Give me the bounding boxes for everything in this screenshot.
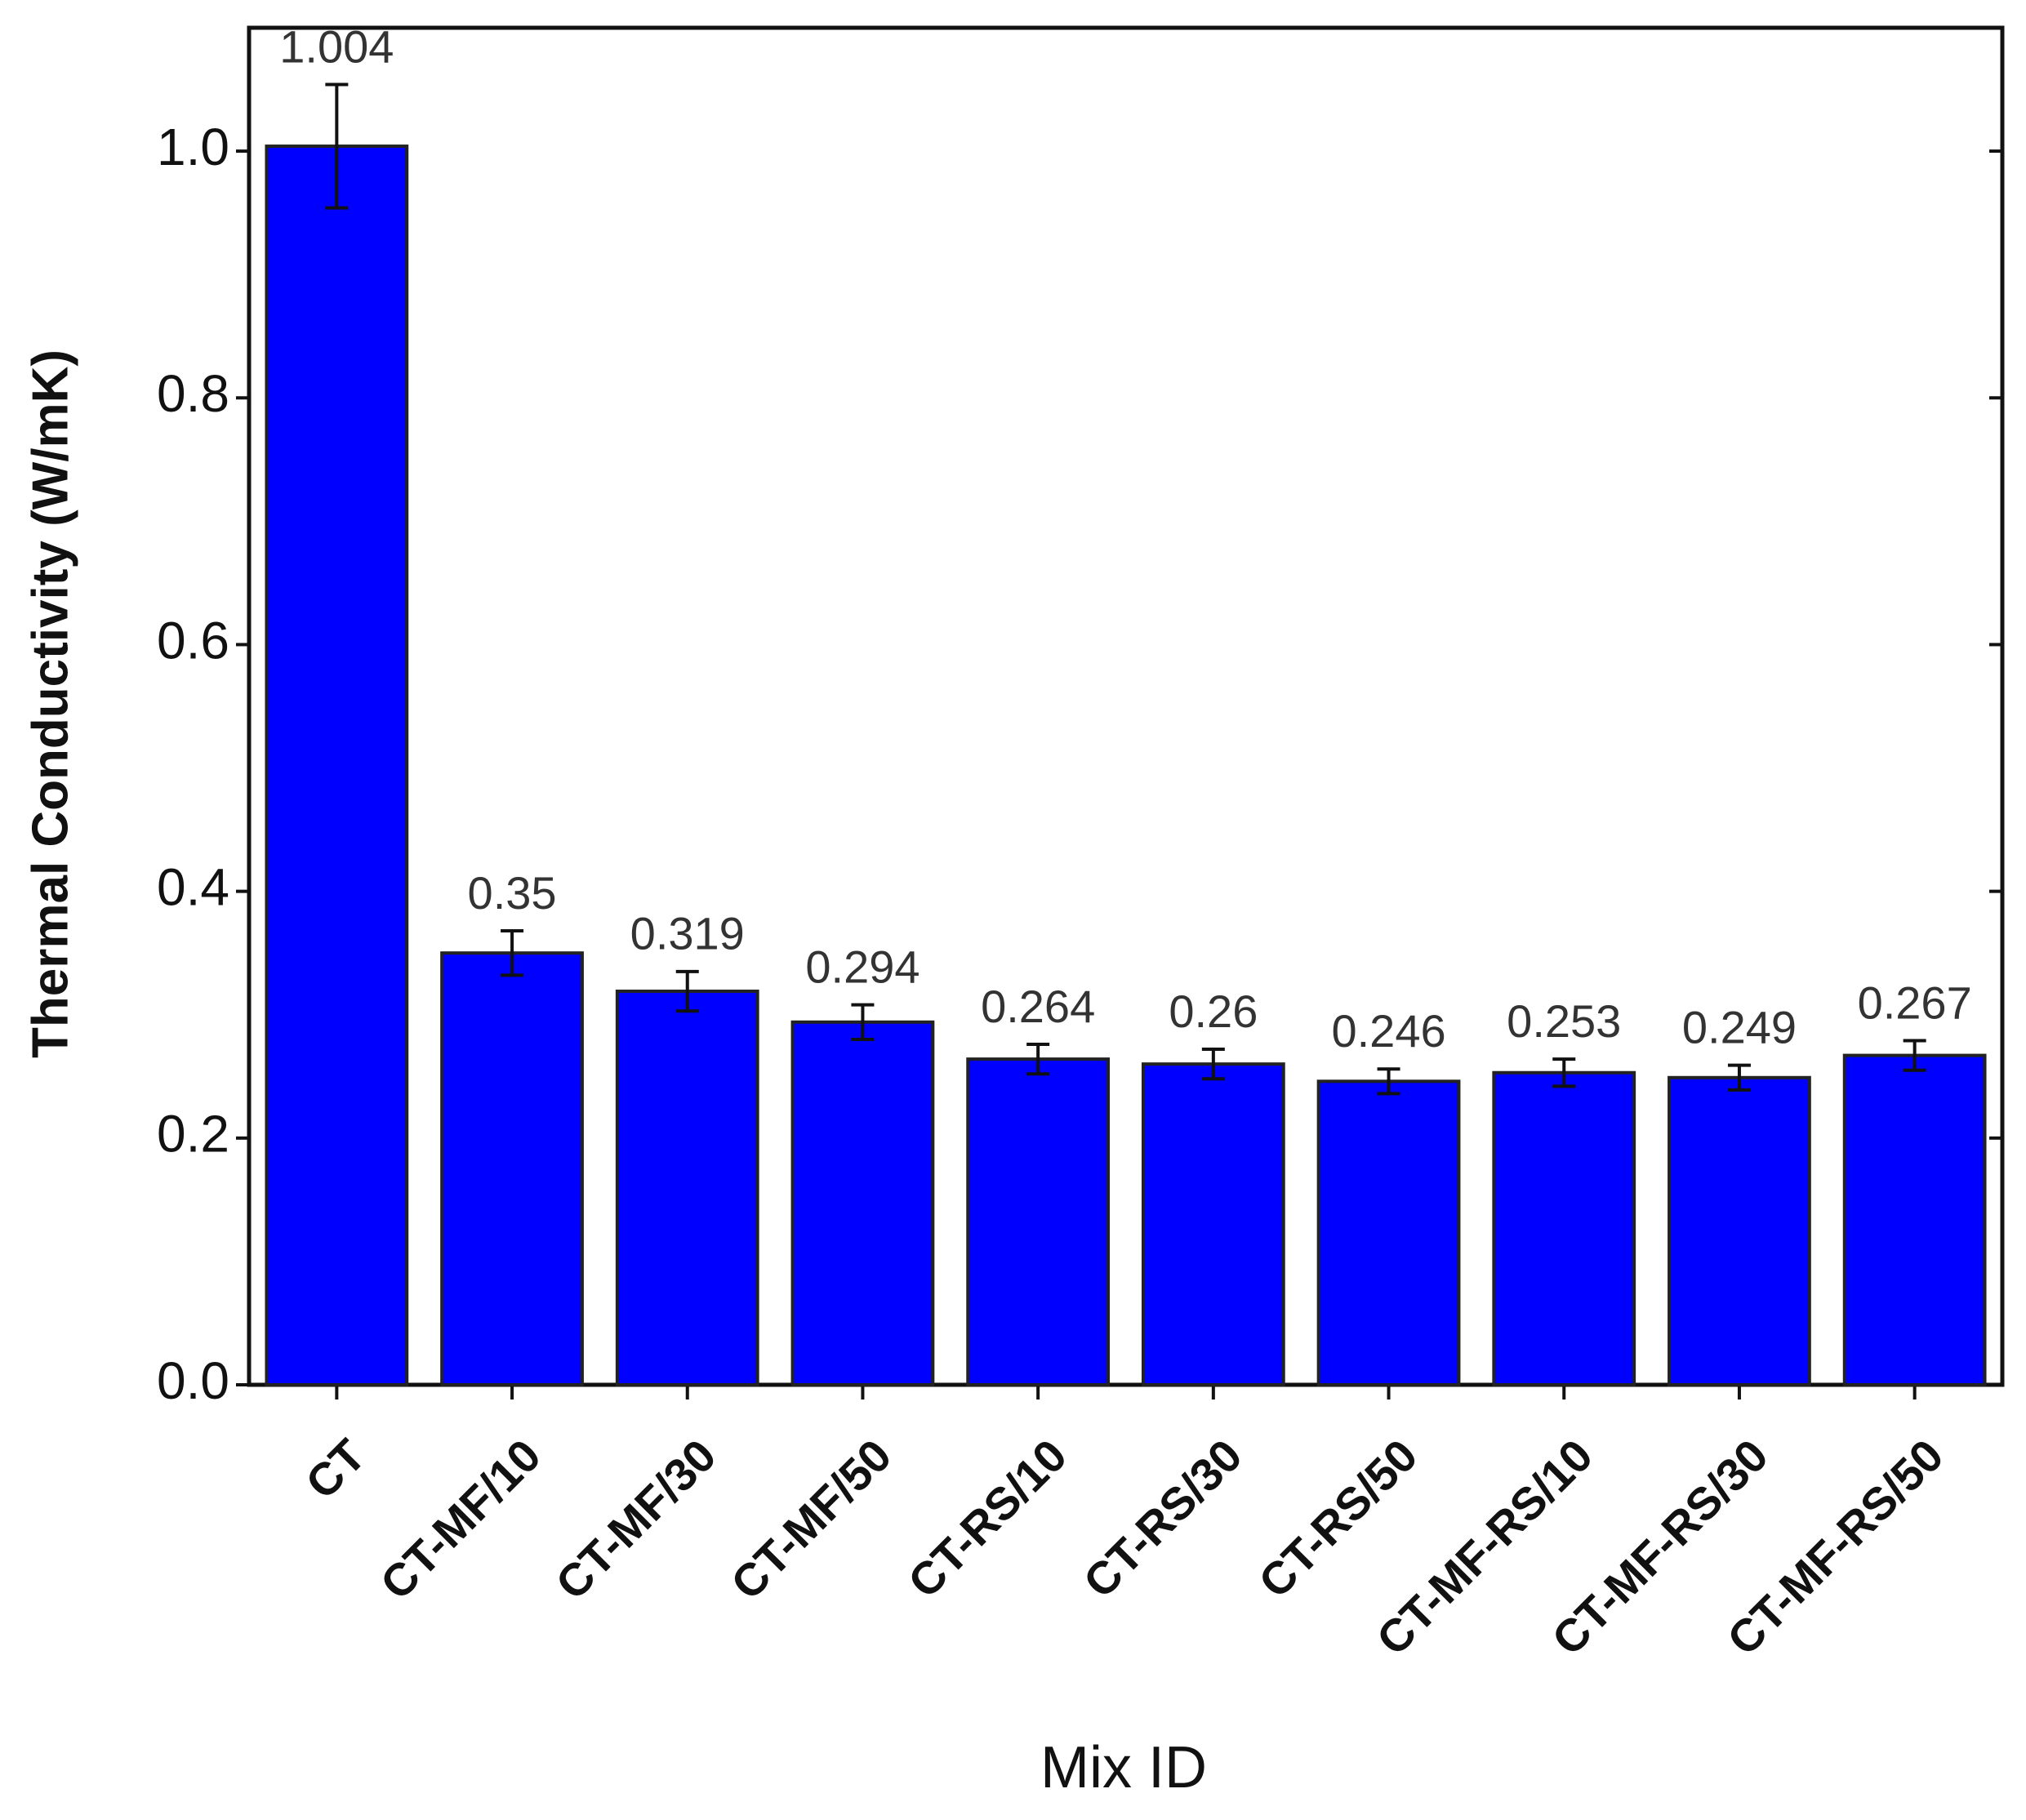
bar [966, 1057, 1111, 1386]
x-tick-label: CT-RS/30 [1073, 1429, 1251, 1607]
error-bar [851, 1003, 875, 1041]
bar [1668, 1075, 1811, 1387]
error-bar [1903, 1039, 1926, 1072]
x-tick-label: CT-RS/50 [1249, 1429, 1427, 1607]
y-axis-title: Thermal Conductivity (W/mK) [22, 349, 78, 1058]
error-bar [1377, 1067, 1400, 1096]
error-bar [325, 82, 349, 210]
x-tick-label: CT-MF/50 [721, 1429, 902, 1609]
bar [615, 990, 759, 1387]
error-bar [675, 969, 699, 1013]
error-bar [1201, 1048, 1225, 1081]
x-tick-label: CT-RS/10 [898, 1429, 1076, 1607]
value-label: 0.35 [468, 867, 557, 919]
value-label: 0.26 [1169, 986, 1258, 1037]
error-bar [1026, 1042, 1050, 1076]
bar [1842, 1053, 1987, 1386]
x-axis-title: Mix ID [1040, 1735, 1207, 1800]
value-label: 0.253 [1507, 995, 1621, 1047]
value-label: 0.249 [1682, 1001, 1797, 1052]
plot-frame [247, 25, 2005, 1387]
value-label: 0.267 [1858, 977, 1972, 1028]
y-tick-label: 0.2 [157, 1105, 229, 1164]
bar [1492, 1070, 1636, 1386]
y-tick-label: 1.0 [157, 118, 229, 176]
bar [790, 1020, 935, 1386]
error-bar [1727, 1063, 1751, 1092]
y-tick-label: 0.8 [157, 364, 229, 423]
value-label: 0.294 [805, 941, 919, 992]
value-label: 1.004 [279, 20, 394, 72]
x-tick-label: CT [296, 1429, 375, 1508]
y-tick-label: 0.4 [157, 858, 229, 917]
value-label: 0.246 [1331, 1005, 1445, 1057]
error-bar [501, 928, 524, 977]
value-label: 0.319 [630, 908, 745, 959]
bar [440, 951, 584, 1386]
bar [265, 145, 409, 1387]
bar [1316, 1079, 1461, 1387]
y-tick-label: 0.0 [157, 1351, 229, 1410]
bar [1141, 1062, 1285, 1387]
error-bar [1552, 1057, 1576, 1088]
y-tick-label: 0.6 [157, 611, 229, 670]
x-tick-label: CT-MF/30 [545, 1429, 726, 1609]
x-tick-label: CT-MF/10 [370, 1429, 550, 1609]
value-label: 0.264 [981, 981, 1095, 1032]
